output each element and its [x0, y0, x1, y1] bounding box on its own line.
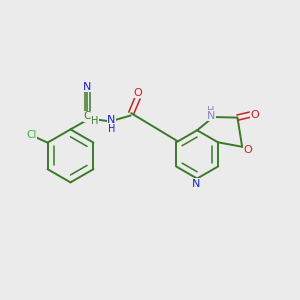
Text: N: N — [191, 179, 200, 189]
Text: H: H — [91, 116, 98, 126]
Text: O: O — [243, 145, 252, 155]
Text: Cl: Cl — [26, 130, 37, 140]
Text: N: N — [207, 110, 215, 121]
Text: H: H — [207, 106, 214, 116]
Text: O: O — [133, 88, 142, 98]
Text: N: N — [83, 82, 92, 92]
Text: O: O — [251, 110, 260, 120]
Text: C: C — [84, 111, 91, 121]
Text: H: H — [108, 124, 115, 134]
Text: N: N — [107, 115, 116, 125]
